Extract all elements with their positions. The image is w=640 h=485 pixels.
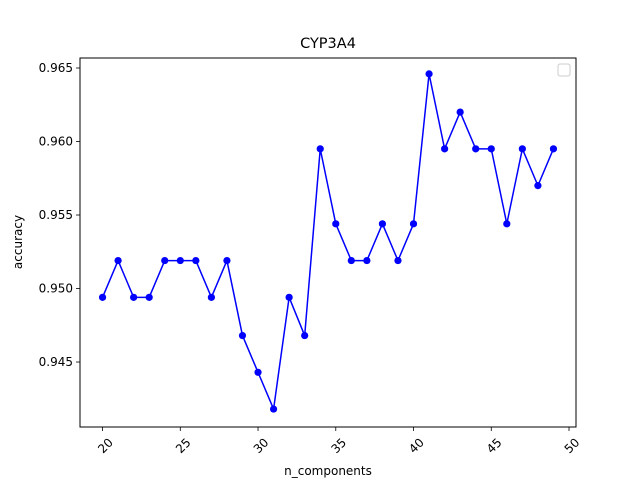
- data-point: [316, 145, 324, 153]
- chart-title: CYP3A4: [300, 36, 356, 52]
- x-tick-label: 45: [484, 435, 505, 456]
- data-point: [394, 256, 402, 265]
- data-point: [472, 145, 480, 153]
- data-point: [254, 368, 262, 376]
- y-tick-label: 0.955: [39, 208, 73, 222]
- y-axis-label: accuracy: [11, 215, 25, 269]
- x-tick-label: 50: [562, 435, 583, 456]
- data-point: [114, 256, 122, 265]
- data-point: [332, 220, 340, 228]
- x-axis: 20 25 30 35 40 45 50: [95, 427, 582, 456]
- data-point: [269, 405, 278, 413]
- x-axis-label: n_components: [284, 464, 372, 478]
- data-point: [549, 145, 558, 153]
- data-point: [145, 293, 153, 301]
- data-point: [487, 145, 495, 153]
- data-point: [161, 256, 169, 265]
- data-point: [207, 293, 215, 301]
- data-point: [98, 293, 107, 301]
- data-point: [518, 145, 526, 153]
- data-point: [192, 256, 200, 265]
- data-point: [503, 220, 511, 228]
- x-tick-label: 35: [328, 435, 349, 456]
- x-tick-label: 30: [251, 435, 272, 456]
- y-tick-label: 0.945: [39, 355, 73, 369]
- series-layer: [98, 70, 558, 413]
- data-point: [425, 70, 433, 78]
- data-point: [301, 331, 309, 340]
- data-point: [363, 256, 371, 265]
- y-tick-label: 0.965: [39, 61, 73, 75]
- data-point: [378, 220, 387, 228]
- plot-area: [80, 58, 576, 427]
- y-tick-label: 0.960: [39, 135, 73, 149]
- data-point: [441, 145, 449, 153]
- data-point: [409, 220, 418, 228]
- y-tick-label: 0.950: [39, 282, 73, 296]
- y-axis: 0.945 0.950 0.955 0.960 0.965: [39, 61, 80, 369]
- data-point: [347, 256, 355, 265]
- x-tick-label: 40: [406, 435, 427, 456]
- data-point: [456, 108, 464, 116]
- data-point: [285, 293, 293, 301]
- data-point: [223, 256, 231, 265]
- x-tick-label: 20: [95, 435, 116, 456]
- legend-box: [557, 63, 571, 77]
- data-point: [130, 293, 138, 301]
- data-point: [176, 256, 184, 265]
- x-tick-label: 25: [173, 435, 194, 456]
- plot-frame: [79, 57, 577, 428]
- data-point: [534, 182, 542, 190]
- data-point: [238, 331, 247, 340]
